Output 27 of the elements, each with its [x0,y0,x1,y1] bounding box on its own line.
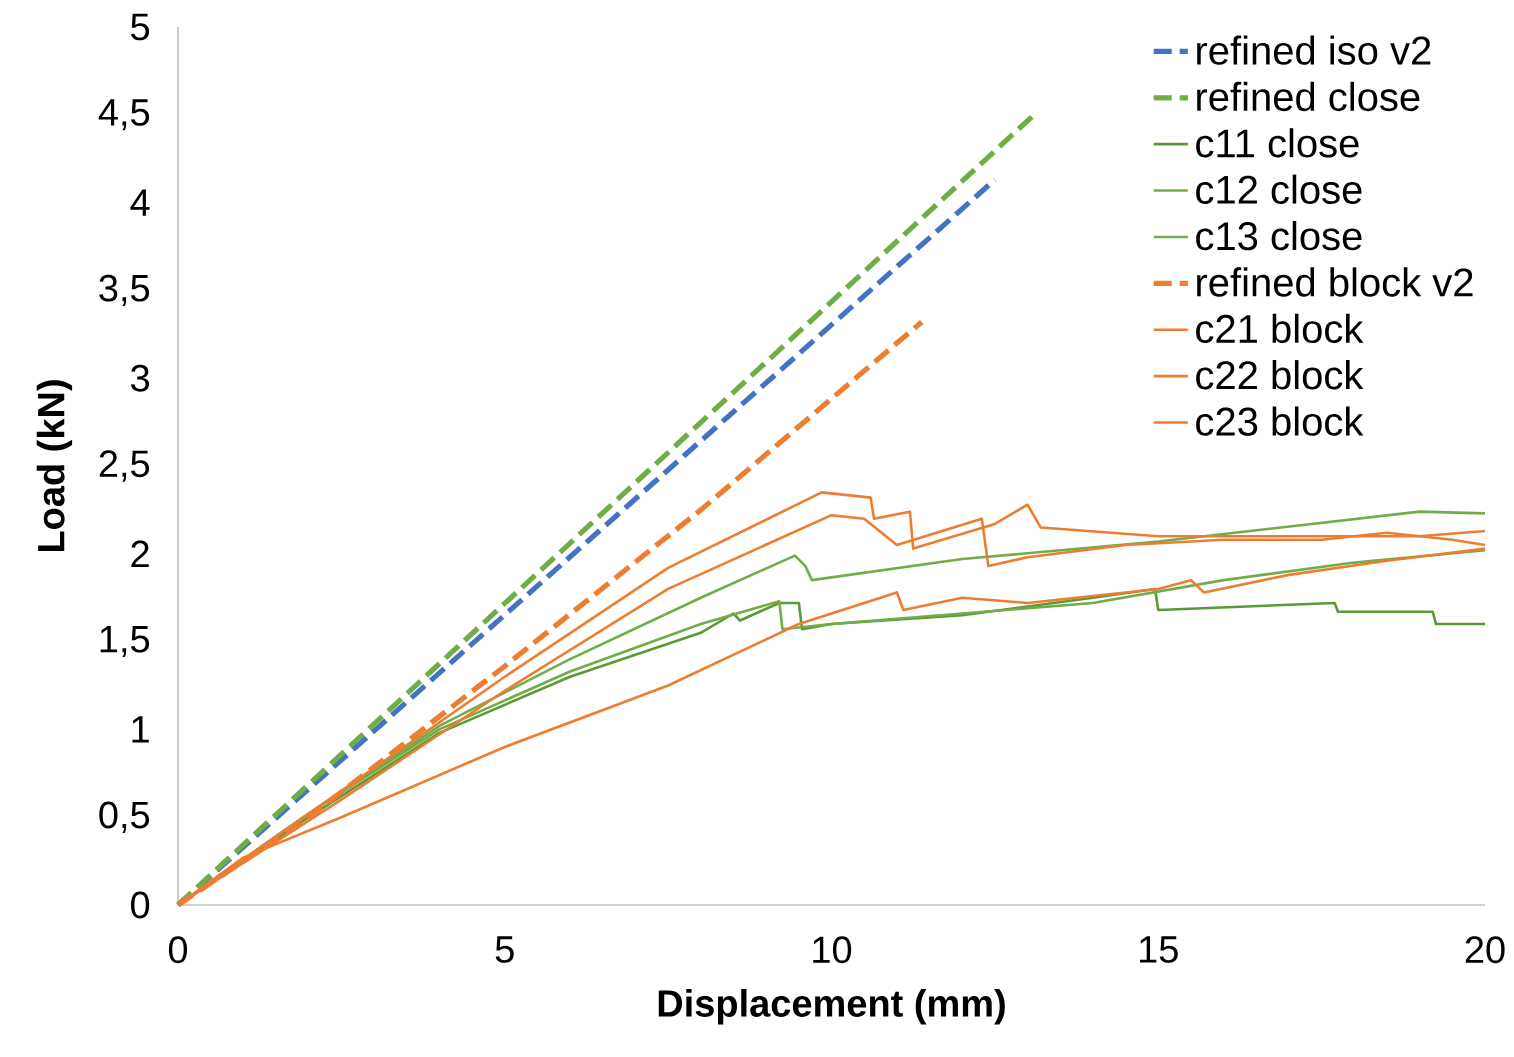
legend-label: c12 close [1196,174,1362,204]
legend-label: refined close [1197,81,1420,112]
legend-label: refined block v2 [1197,267,1473,297]
y-tick-label: 2 [131,540,149,568]
y-tick-label: 0,5 [99,801,150,833]
y-tick-label: 4,5 [98,99,150,131]
x-tick-label: 0 [168,936,188,964]
legend-label: refined iso v2 [1197,35,1431,65]
legend-label: c22 block [1196,360,1364,390]
y-axis-title: Load (kN) [36,380,73,552]
y-tick-label: 1 [132,716,149,743]
y-tick-label: 3 [130,364,149,392]
y-tick-label: 2,5 [99,450,150,482]
legend-label: c23 block [1196,406,1364,436]
legend-label: c11 close [1196,128,1359,158]
y-tick-label: 5 [131,13,150,41]
x-axis-title: Displacement (mm) [658,988,1005,1025]
x-tick-label: 5 [495,936,514,963]
x-tick-label: 10 [813,936,852,964]
legend-label: c21 block [1196,313,1364,344]
x-tick-label: 20 [1465,936,1505,964]
y-tick-label: 1,5 [100,626,150,658]
y-tick-label: 3,5 [99,274,150,307]
legend-label: c13 close [1196,220,1362,251]
x-tick-label: 15 [1140,936,1178,963]
y-tick-label: 4 [130,189,150,216]
y-tick-label: 0 [131,891,150,919]
